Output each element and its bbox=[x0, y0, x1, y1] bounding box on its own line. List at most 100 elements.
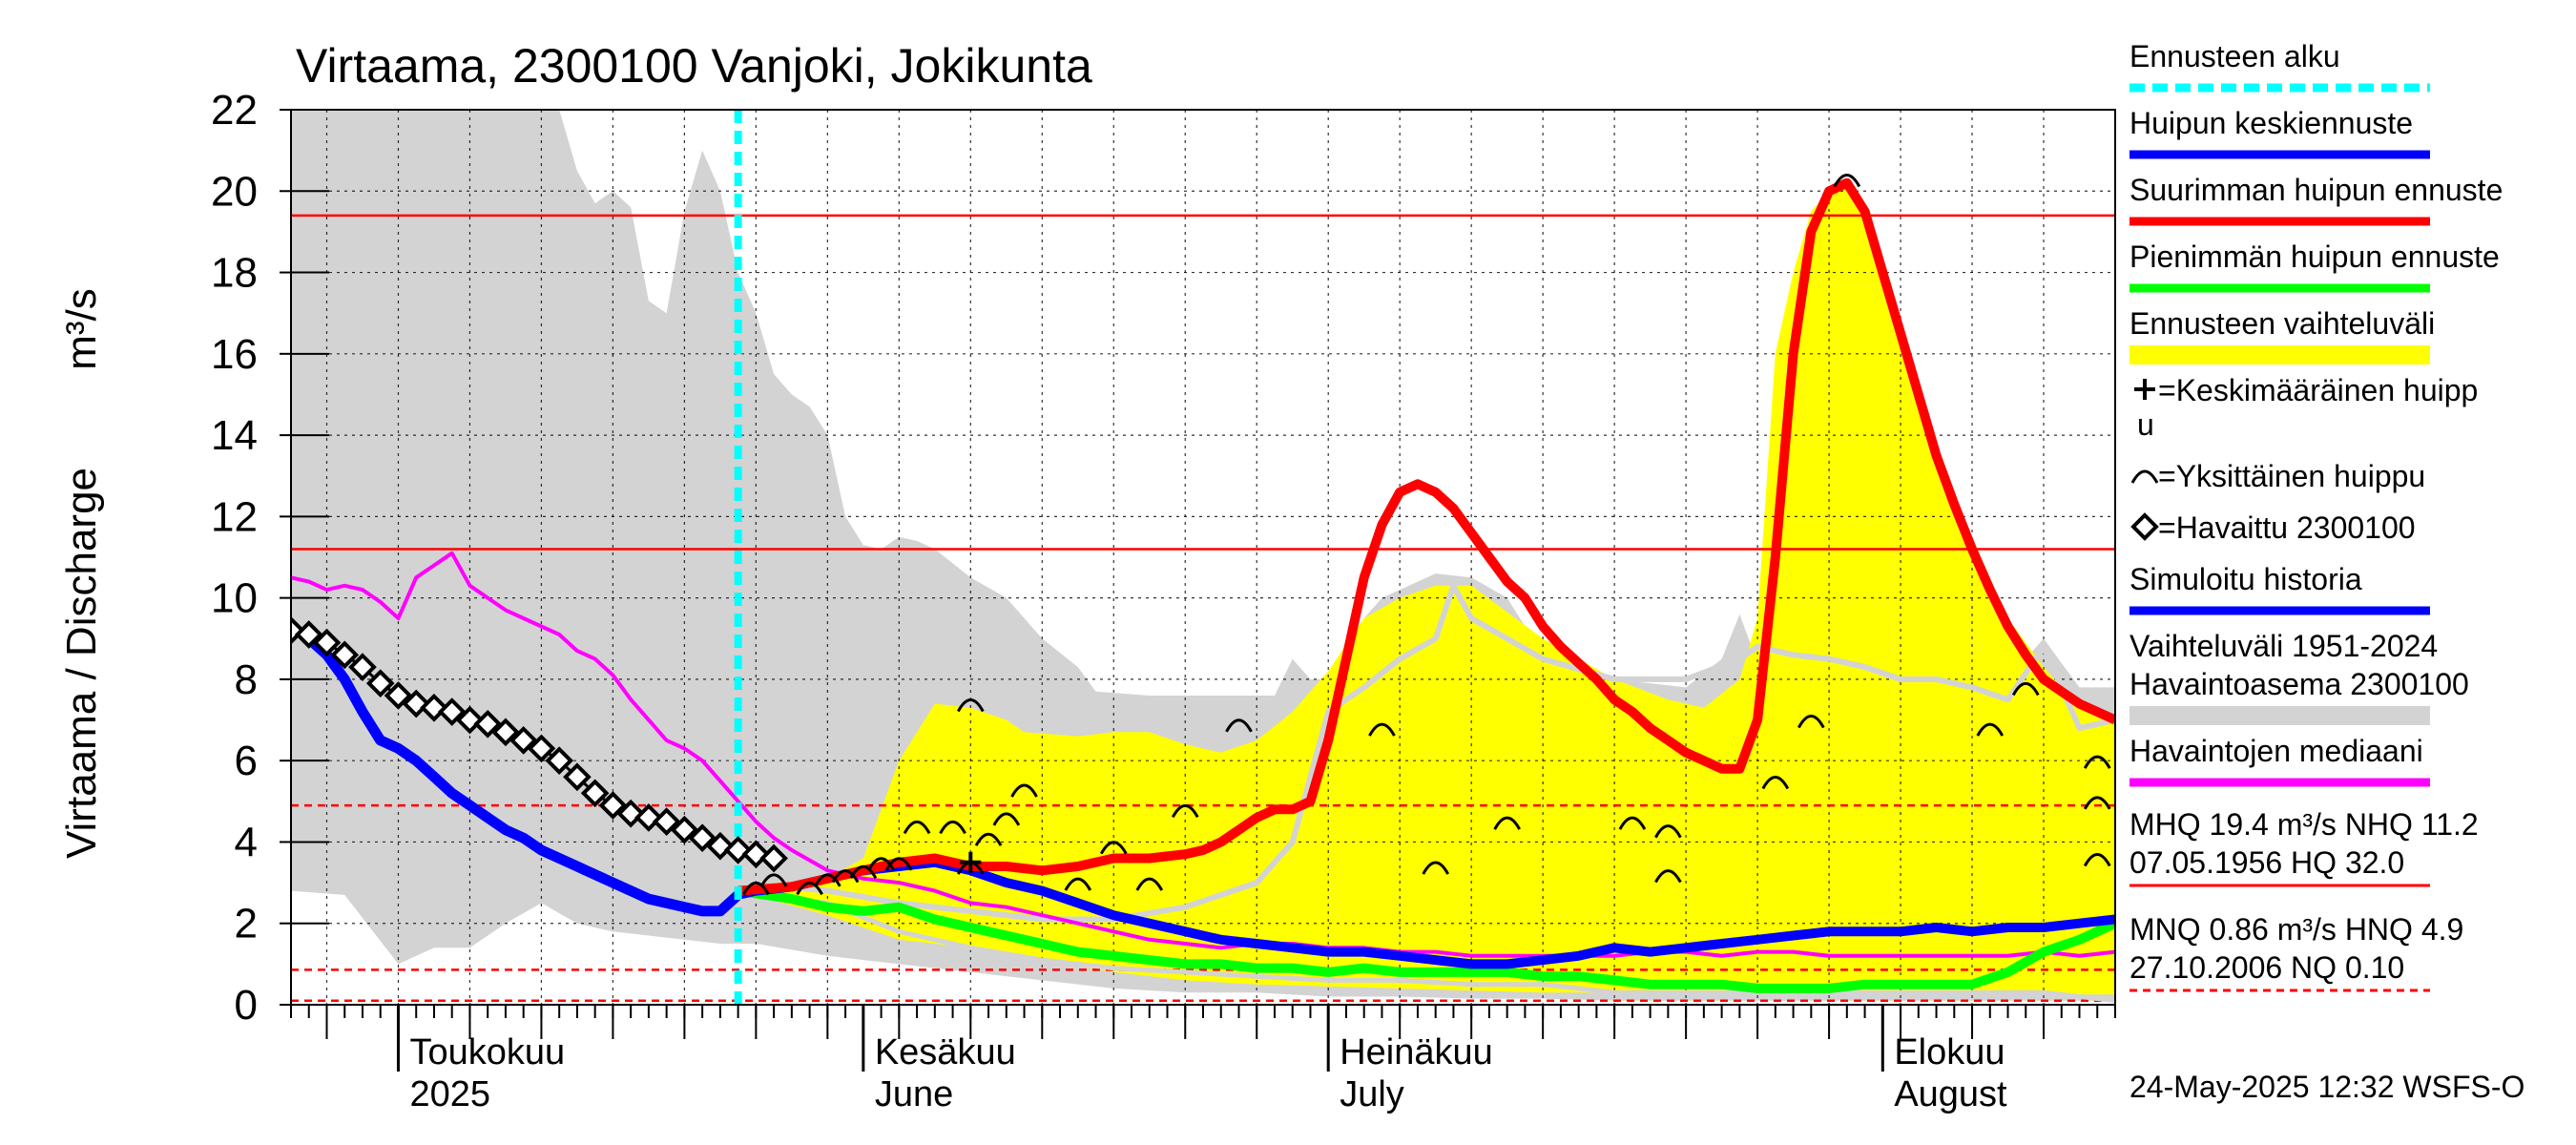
observed-point bbox=[491, 718, 520, 747]
observed-point bbox=[437, 697, 467, 726]
observed-point bbox=[330, 640, 360, 670]
y-tick-label: 10 bbox=[211, 575, 258, 622]
observed-point bbox=[348, 653, 377, 681]
stats-low-line2: 27.10.2006 NQ 0.10 bbox=[2129, 950, 2404, 985]
x-month-label: Heinäkuu bbox=[1340, 1032, 1493, 1072]
observed-point bbox=[688, 823, 717, 853]
median-line bbox=[291, 551, 2115, 958]
single-peak-mark bbox=[1099, 841, 1128, 855]
single-peak-mark bbox=[1618, 816, 1647, 830]
single-peak-mark bbox=[1761, 776, 1790, 790]
observed-point bbox=[598, 791, 628, 820]
legend-label-simulated: Simuloitu historia bbox=[2129, 562, 2362, 596]
footer-timestamp: 24-May-2025 12:32 WSFS-O bbox=[2129, 1070, 2524, 1104]
legend-label-history_range: Havaintoasema 2300100 bbox=[2129, 667, 2469, 701]
observed-point bbox=[652, 807, 681, 836]
observed-point bbox=[563, 762, 592, 792]
observed-point bbox=[365, 669, 395, 698]
x-month-sublabel: July bbox=[1340, 1074, 1404, 1114]
x-month-label: Elokuu bbox=[1894, 1032, 2005, 1072]
observed-point bbox=[402, 689, 431, 718]
min-forecast-line bbox=[737, 885, 2115, 993]
single-peak-mark bbox=[1654, 824, 1682, 839]
max-forecast-line bbox=[737, 177, 2115, 896]
single-peak-mark bbox=[2083, 796, 2111, 810]
observed-point bbox=[580, 779, 610, 808]
y-tick-label: 14 bbox=[211, 412, 258, 459]
y-tick-label: 20 bbox=[211, 168, 258, 215]
single-peak-mark bbox=[759, 873, 788, 887]
observed-point bbox=[670, 815, 699, 844]
observed-point bbox=[509, 726, 538, 755]
x-month-sublabel: June bbox=[875, 1074, 953, 1114]
single-peak-mark bbox=[1368, 722, 1396, 737]
y-tick-label: 0 bbox=[235, 982, 258, 1029]
single-peak-mark bbox=[1225, 718, 1253, 733]
y-tick-label: 2 bbox=[235, 901, 258, 947]
legend-swatch-mean_peak bbox=[2134, 379, 2155, 400]
single-peak-mark bbox=[2083, 853, 2111, 867]
legend-label-median: Havaintojen mediaani bbox=[2129, 734, 2423, 768]
stats-high-line2: 07.05.1956 HQ 32.0 bbox=[2129, 845, 2404, 880]
single-peak-mark bbox=[867, 857, 895, 871]
observed-point bbox=[291, 615, 305, 645]
legend-label-observed: =Havaittu 2300100 bbox=[2158, 510, 2416, 545]
legend-label-forecast_range: Ennusteen vaihteluväli bbox=[2129, 306, 2435, 341]
single-peak-mark bbox=[831, 869, 860, 884]
legend-label-history_range: Vaihteluväli 1951-2024 bbox=[2129, 629, 2438, 663]
single-peak-mark bbox=[956, 698, 985, 713]
band-layer bbox=[291, 110, 2115, 1001]
single-peak-mark bbox=[939, 820, 966, 835]
y-tick-label: 18 bbox=[211, 250, 258, 297]
legend-label-min_forecast: Pienimmän huipun ennuste bbox=[2129, 239, 2500, 274]
single-peak-mark bbox=[992, 812, 1021, 826]
single-peak-mark bbox=[1654, 869, 1682, 884]
legend-label-single_peaks: =Yksittäinen huippu bbox=[2158, 459, 2425, 493]
x-month-sublabel: 2025 bbox=[409, 1074, 490, 1114]
observed-point bbox=[294, 620, 323, 649]
single-peak-mark bbox=[1135, 877, 1164, 891]
stats-high-line1: MHQ 19.4 m³/s NHQ 11.2 bbox=[2129, 807, 2479, 842]
grid-layer bbox=[291, 110, 2115, 1005]
forecast-range-band bbox=[737, 178, 2115, 995]
mean-peak-mark bbox=[960, 851, 982, 873]
legend-label-mean_peak: =Keskimääräinen huipp bbox=[2158, 373, 2478, 407]
y-axis-label: Virtaama / Discharge bbox=[58, 468, 105, 859]
y-tick-label: 22 bbox=[211, 87, 258, 134]
legend-label-mean_peak: u bbox=[2137, 407, 2154, 442]
single-peak-mark bbox=[849, 864, 878, 880]
single-peak-mark bbox=[885, 857, 913, 871]
observed-point bbox=[616, 799, 645, 828]
chart-title: Virtaama, 2300100 Vanjoki, Jokikunta bbox=[296, 39, 1092, 93]
single-peak-mark bbox=[903, 820, 931, 835]
legend-swatch-observed bbox=[2130, 512, 2159, 541]
history-lowline bbox=[737, 892, 2115, 1004]
single-peak-mark bbox=[742, 881, 770, 896]
series-layer bbox=[291, 110, 2115, 1005]
legend-label-max_forecast: Suurimman huipun ennuste bbox=[2129, 173, 2503, 207]
legend: Ennusteen alku Huipun keskiennuste Suurimm… bbox=[2129, 39, 2503, 992]
marker-layer bbox=[291, 174, 2111, 896]
y-tick-label: 4 bbox=[235, 819, 258, 865]
single-peak-mark bbox=[1064, 877, 1092, 891]
observed-point bbox=[384, 681, 413, 710]
single-peak-mark bbox=[1797, 715, 1825, 729]
single-peak-mark bbox=[1010, 783, 1038, 798]
y-tick-label: 8 bbox=[235, 656, 258, 703]
single-peak-mark bbox=[814, 873, 841, 887]
x-month-sublabel: August bbox=[1894, 1074, 2007, 1114]
single-peak-mark bbox=[1422, 861, 1450, 875]
y-axis-unit: m³/s bbox=[58, 288, 105, 370]
legend-swatch-single_peaks bbox=[2130, 469, 2159, 484]
single-peak-mark bbox=[1493, 816, 1521, 830]
single-peak-mark bbox=[1976, 722, 2005, 737]
single-peak-mark bbox=[1833, 174, 1861, 188]
observed-point bbox=[759, 843, 788, 873]
y-tick-label: 12 bbox=[211, 493, 258, 540]
single-peak-mark bbox=[796, 881, 823, 896]
stats-low-line1: MNQ 0.86 m³/s HNQ 4.9 bbox=[2129, 912, 2463, 947]
x-month-label: Toukokuu bbox=[409, 1032, 565, 1072]
observed-point bbox=[420, 693, 448, 722]
y-tick-label: 6 bbox=[235, 738, 258, 784]
